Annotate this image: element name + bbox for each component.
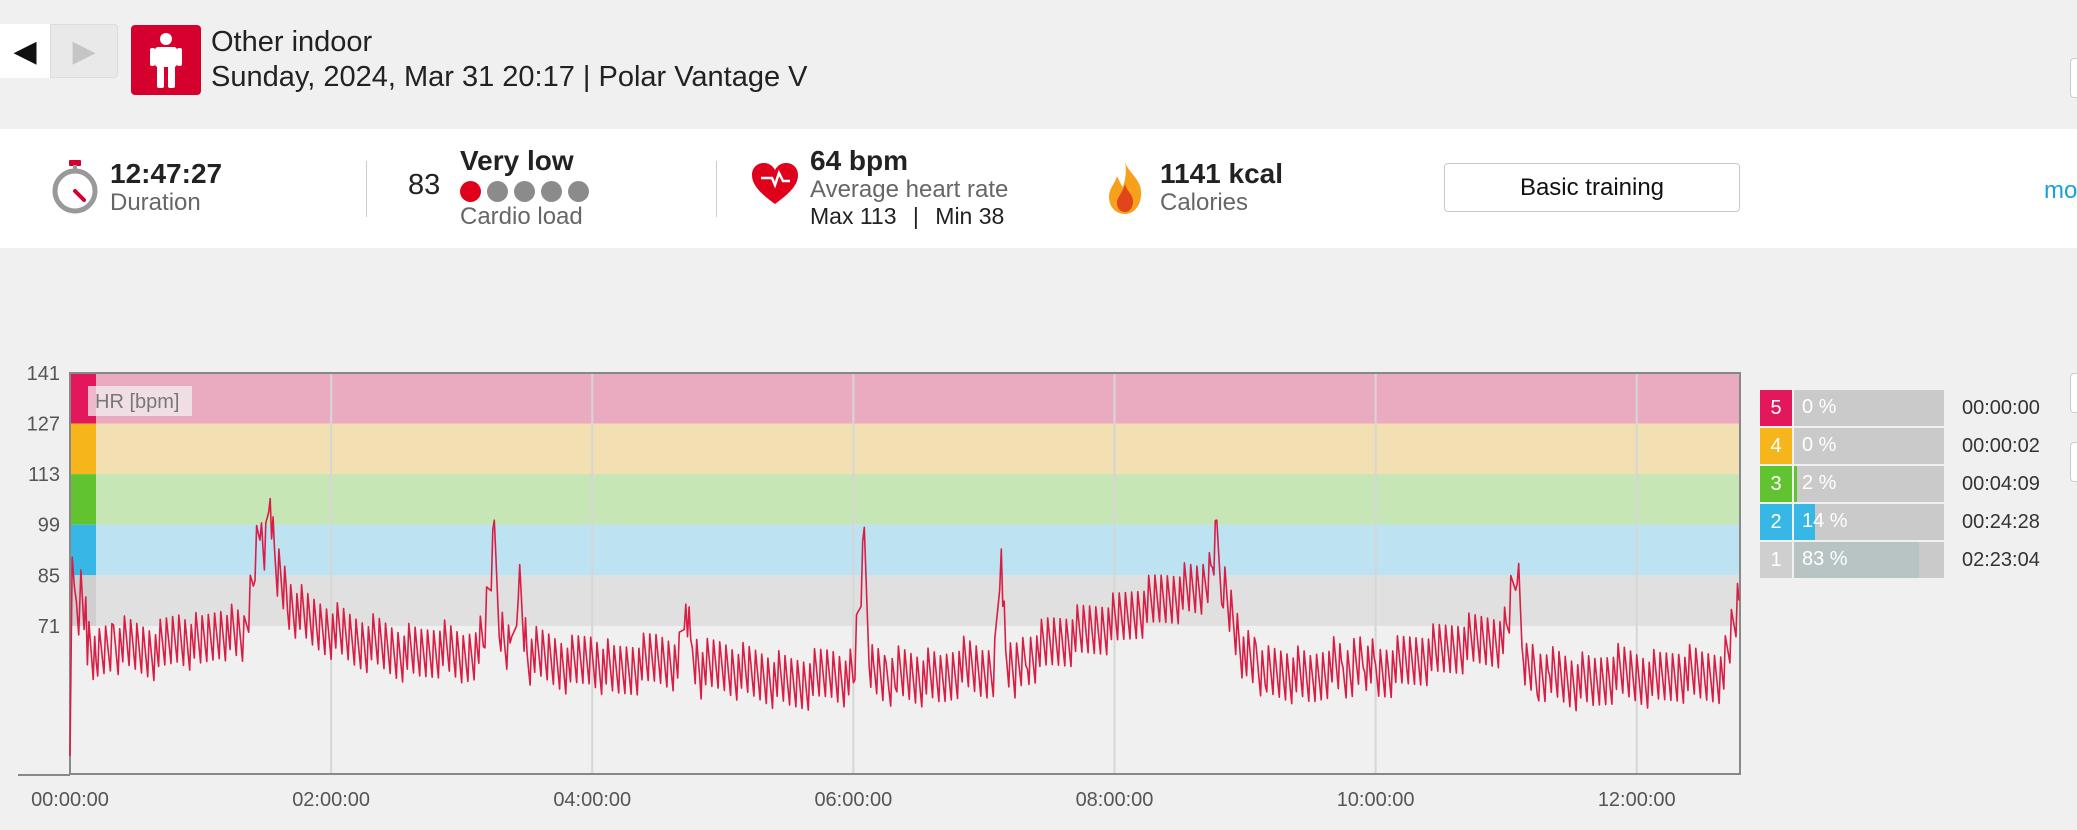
x-tick-label: 04:00:00 — [553, 789, 631, 811]
person-icon — [150, 33, 182, 88]
zone-row-5: 5 0 % — [1760, 390, 1944, 426]
arrow-right-icon: ▶ — [72, 34, 96, 68]
more-link[interactable]: mo — [2044, 177, 2077, 204]
hr-min-max: Max 113 | Min 38 — [810, 203, 1004, 230]
y-tick-label: 141 — [27, 363, 60, 385]
training-benefit-button[interactable]: Basic training — [1444, 163, 1740, 212]
zone-percent: 83 % — [1802, 548, 1848, 570]
zone-percent: 2 % — [1802, 472, 1837, 494]
calories-label: Calories — [1160, 189, 1249, 216]
zone-bar: 0 % — [1794, 390, 1944, 426]
zone-marker-3 — [70, 474, 96, 525]
series-label-bg — [88, 386, 192, 416]
zone-percent: 14 % — [1802, 510, 1848, 532]
zone-bar: 0 % — [1794, 428, 1944, 464]
flame-icon — [1107, 162, 1143, 219]
zone-row-1: 1 83 % — [1760, 542, 1944, 578]
zone-time: 00:00:00 — [1962, 397, 2040, 419]
cardio-load-dot — [568, 181, 589, 202]
zone-percent: 0 % — [1802, 396, 1837, 418]
zone-number: 1 — [1760, 542, 1792, 578]
plot-border — [69, 372, 1741, 775]
zone-number: 2 — [1760, 504, 1792, 540]
zone-band-5 — [70, 373, 1740, 424]
cardio-load-value: 83 — [408, 169, 441, 201]
side-panel-tab[interactable] — [2070, 373, 2077, 413]
hr-chart-area: 00:00:00 02:00:00 04:00:00 06:00:00 08:00:00… — [0, 360, 2077, 825]
zone-band-4 — [70, 423, 1740, 475]
previous-session-button[interactable]: ◀ — [0, 24, 50, 78]
stopwatch-icon — [52, 160, 98, 219]
divider — [366, 161, 367, 217]
cardio-load-label: Cardio load — [460, 203, 583, 230]
y-tick-label: 113 — [28, 464, 60, 486]
zone-time: 00:24:28 — [1962, 511, 2040, 533]
zone-bar-fill — [1794, 466, 1797, 502]
calories-value: 1141 kcal — [1160, 158, 1284, 189]
zone-bar: 2 % — [1794, 466, 1944, 502]
sport-icon-person — [131, 25, 201, 95]
x-tick-label: 10:00:00 — [1337, 789, 1415, 811]
zone-row-4: 4 0 % — [1760, 428, 1944, 464]
zone-time: 00:00:02 — [1962, 435, 2040, 457]
zone-bar-fill — [1794, 542, 1919, 578]
zone-bar: 14 % — [1794, 504, 1944, 540]
x-tick-label: 12:00:00 — [1598, 789, 1676, 811]
zone-band-2 — [70, 524, 1740, 576]
zone-bar-fill — [1794, 504, 1815, 540]
zone-time: 02:23:04 — [1962, 549, 2040, 571]
divider — [716, 161, 717, 217]
y-tick-label: 85 — [38, 565, 60, 587]
avg-hr-value: 64 bpm — [810, 145, 909, 176]
y-tick-label: 127 — [27, 414, 60, 436]
sport-title: Other indoor — [211, 26, 373, 58]
zone-time: 00:04:09 — [1962, 473, 2040, 495]
zone-row-2: 2 14 % — [1760, 504, 1944, 540]
heart-icon — [752, 163, 798, 210]
avg-hr-label: Average heart rate — [810, 176, 1009, 203]
y-tick-label: 99 — [38, 515, 60, 537]
session-info: Sunday, 2024, Mar 31 20:17 | Polar Vanta… — [211, 61, 808, 93]
cardio-load-dot — [514, 181, 535, 202]
x-tick-label: 08:00:00 — [1076, 789, 1154, 811]
cardio-load-dot — [487, 181, 508, 202]
cardio-load-dot — [541, 181, 562, 202]
cardio-load-dot — [460, 181, 481, 202]
zone-marker-4 — [70, 423, 96, 475]
duration-label: Duration — [110, 189, 201, 216]
series-label: HR [bpm] — [95, 391, 179, 413]
zone-band-1 — [70, 575, 1740, 626]
cardio-load-dots — [460, 177, 589, 202]
zone-number: 3 — [1760, 466, 1792, 502]
zone-number: 4 — [1760, 428, 1792, 464]
summary-bar: 12:47:27 Duration 83 Very low Cardio loa… — [0, 129, 2077, 248]
hr-chart[interactable]: 00:00:00 02:00:00 04:00:00 06:00:00 08:00:00… — [0, 360, 1750, 825]
zone-number: 5 — [1760, 390, 1792, 426]
arrow-left-icon: ◀ — [13, 34, 37, 68]
y-tick-label: 71 — [38, 616, 60, 638]
min-hr: Min 38 — [935, 203, 1005, 229]
zone-marker-2 — [70, 524, 96, 576]
zone-bar: 83 % — [1794, 542, 1944, 578]
side-panel-tab[interactable] — [2070, 442, 2077, 482]
zone-band-3 — [70, 474, 1740, 525]
zone-row-3: 3 2 % — [1760, 466, 1944, 502]
cardio-load-level: Very low — [460, 145, 574, 176]
x-tick-label: 00:00:00 — [31, 789, 109, 811]
max-hr: Max 113 — [810, 203, 897, 229]
side-panel-tab[interactable] — [2070, 58, 2077, 98]
next-session-button[interactable]: ▶ — [50, 24, 118, 78]
hr-series-line — [69, 497, 1740, 756]
x-tick-label: 06:00:00 — [814, 789, 892, 811]
duration-value: 12:47:27 — [110, 158, 223, 189]
x-tick-label: 02:00:00 — [292, 789, 370, 811]
hr-separator: | — [912, 203, 919, 229]
zone-percent: 0 % — [1802, 434, 1837, 456]
